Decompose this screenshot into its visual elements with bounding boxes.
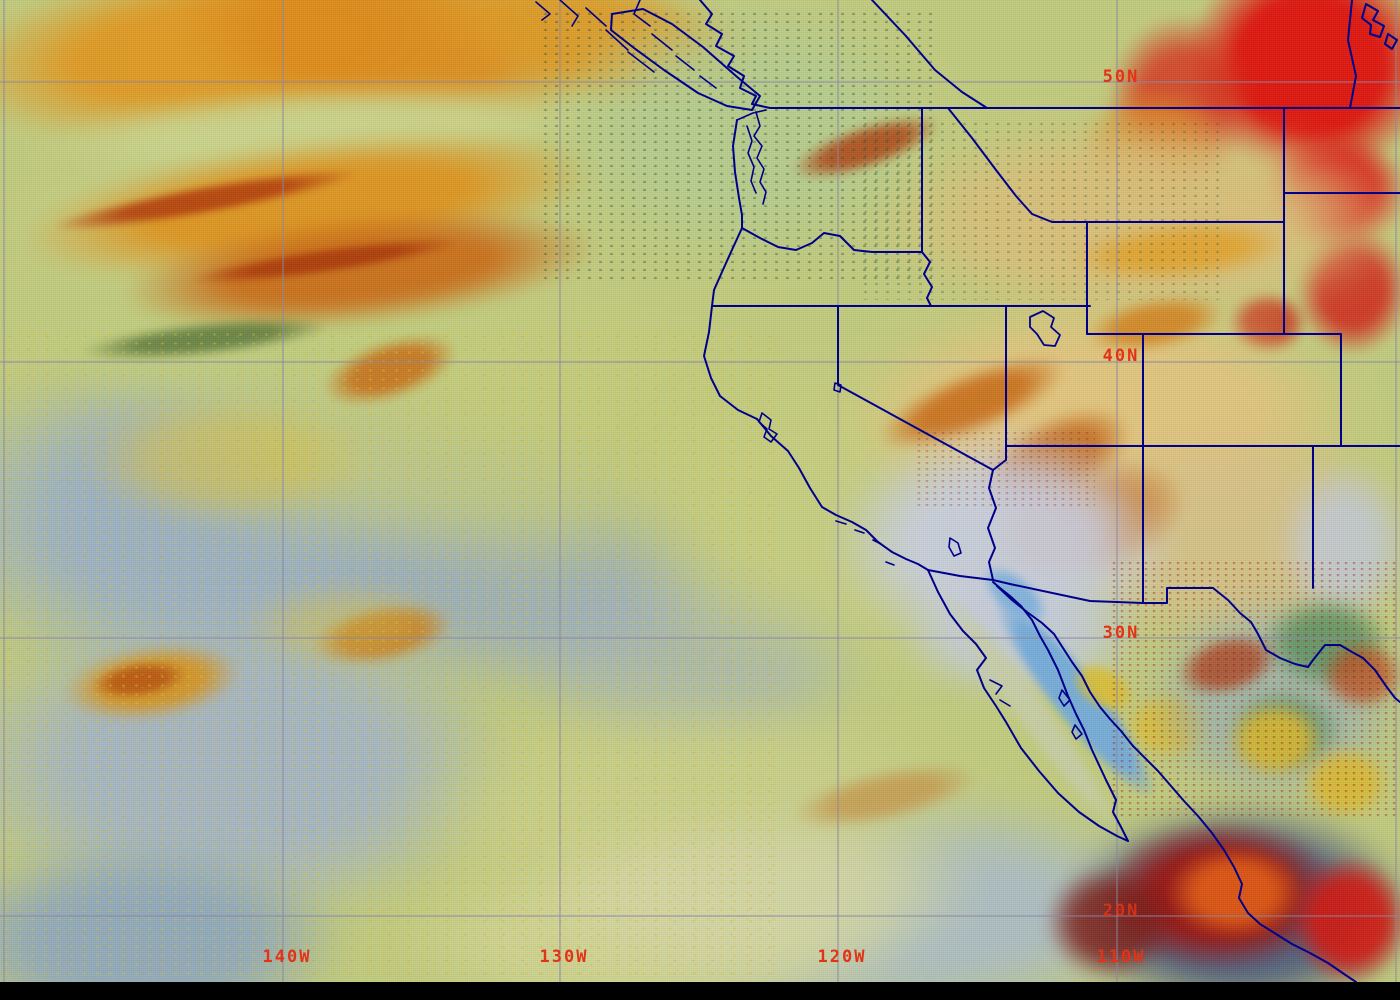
border-colorado-river <box>987 469 997 581</box>
border-ca-nv <box>837 305 994 471</box>
lake-tahoe <box>833 382 842 393</box>
lake-winnipegosis <box>1384 33 1398 50</box>
coast-mexico-mainland <box>996 585 1357 983</box>
political-borders <box>535 0 1400 983</box>
coast-bc-mainland <box>699 0 771 109</box>
coast-bc-fjords <box>535 0 717 89</box>
border-az-mexico <box>992 579 1144 604</box>
vizcaino-lagoons <box>989 679 1011 707</box>
lake-manitoba <box>1361 3 1385 38</box>
puget-sound <box>746 111 767 205</box>
border-id-mt <box>947 107 1088 223</box>
border-or-id-snake <box>921 251 933 307</box>
border-wa-or-columbia <box>741 227 923 253</box>
coast-baja-east <box>992 581 1129 842</box>
coast-california-south <box>756 418 929 571</box>
salton-sea <box>948 537 962 557</box>
border-ca-mexico <box>927 569 994 581</box>
gulf-islands <box>1058 689 1083 740</box>
coast-oregon-california <box>703 227 758 420</box>
great-salt-lake <box>1029 310 1061 347</box>
border-nm-bootheel <box>1142 587 1214 604</box>
coast-washington <box>732 119 743 229</box>
coast-baja-west <box>927 569 1129 842</box>
strait-juan-de-fuca <box>736 109 767 121</box>
channel-islands <box>835 520 895 566</box>
vancouver-island <box>610 8 761 111</box>
border-nv-az <box>992 445 1007 471</box>
border-bc-alberta <box>871 0 988 109</box>
rio-grande <box>1212 587 1400 703</box>
status-bar: GOES-18 RGB DAY:R=C2 G=C7-14 B=C14 NIGHT… <box>0 982 1400 1000</box>
border-sk-mb <box>1347 0 1357 109</box>
